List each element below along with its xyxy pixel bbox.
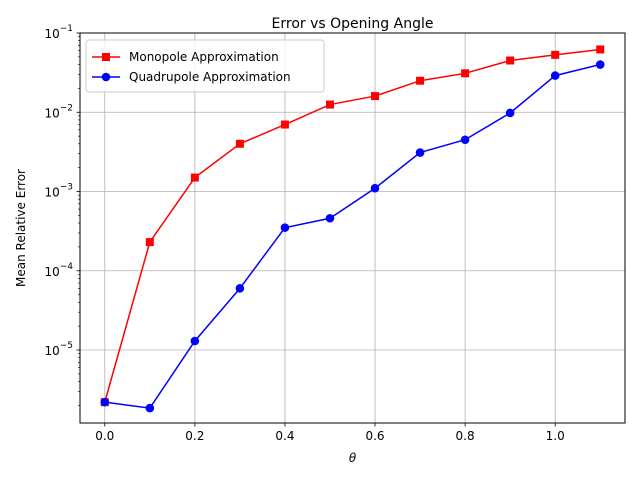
plot-series <box>100 45 605 413</box>
y-axis-label: Mean Relative Error <box>14 169 28 287</box>
data-point-square <box>371 92 380 101</box>
axis-ticks: 0.0 0.2 0.4 0.6 0.8 1.0 10−5 10−4 10−3 10−2 10−1 <box>44 24 564 443</box>
data-point-square <box>416 76 425 85</box>
data-point-square <box>190 173 199 182</box>
data-point-square <box>102 53 110 61</box>
data-point-circle <box>235 284 245 293</box>
legend-item: Monopole Approximation <box>92 50 279 64</box>
data-point-circle <box>415 148 425 157</box>
legend-box <box>85 39 325 93</box>
data-point-circle <box>370 183 380 193</box>
series-quadrupole-approximation <box>100 60 605 413</box>
plot-frame <box>79 32 626 424</box>
data-point-circle <box>505 108 515 118</box>
x-tick-label: 1.0 <box>546 429 565 443</box>
data-point-square <box>551 50 560 59</box>
series-line <box>104 63 601 409</box>
data-point-circle <box>145 403 155 413</box>
legend-label: Quadrupole Approximation <box>129 70 291 84</box>
x-tick-label: 0.6 <box>365 429 384 443</box>
data-point-circle <box>550 71 560 80</box>
y-tick-label: 10−2 <box>44 103 73 120</box>
data-point-square <box>461 69 470 78</box>
y-tick-label: 10−4 <box>44 262 73 279</box>
x-tick-label: 0.2 <box>185 429 204 443</box>
legend: Monopole Approximation Quadrupole Approxi… <box>85 39 325 93</box>
y-tick-label: 10−1 <box>44 24 73 41</box>
data-point-circle <box>325 213 335 223</box>
x-tick-label: 0.8 <box>456 429 475 443</box>
data-point-circle <box>190 336 200 346</box>
series-line <box>104 48 601 403</box>
legend-label: Monopole Approximation <box>129 50 279 64</box>
data-point-square <box>235 139 244 148</box>
y-tick-label: 10−3 <box>44 183 73 200</box>
data-point-circle <box>460 135 470 145</box>
data-point-square <box>280 120 289 129</box>
y-tick-label: 10−5 <box>44 341 73 358</box>
data-point-square <box>506 56 515 65</box>
x-tick-label: 0.0 <box>95 429 114 443</box>
data-point-square <box>145 238 154 247</box>
series-monopole-approximation <box>100 45 605 407</box>
data-point-square <box>596 45 605 54</box>
data-point-circle <box>595 60 605 69</box>
x-axis-label: θ <box>349 451 357 465</box>
legend-item: Quadrupole Approximation <box>92 70 291 84</box>
chart-title: Error vs Opening Angle <box>272 16 434 32</box>
data-point-circle <box>100 397 110 407</box>
data-point-circle <box>101 72 111 82</box>
data-point-circle <box>280 223 290 232</box>
x-tick-label: 0.4 <box>275 429 294 443</box>
data-point-square <box>325 100 334 109</box>
